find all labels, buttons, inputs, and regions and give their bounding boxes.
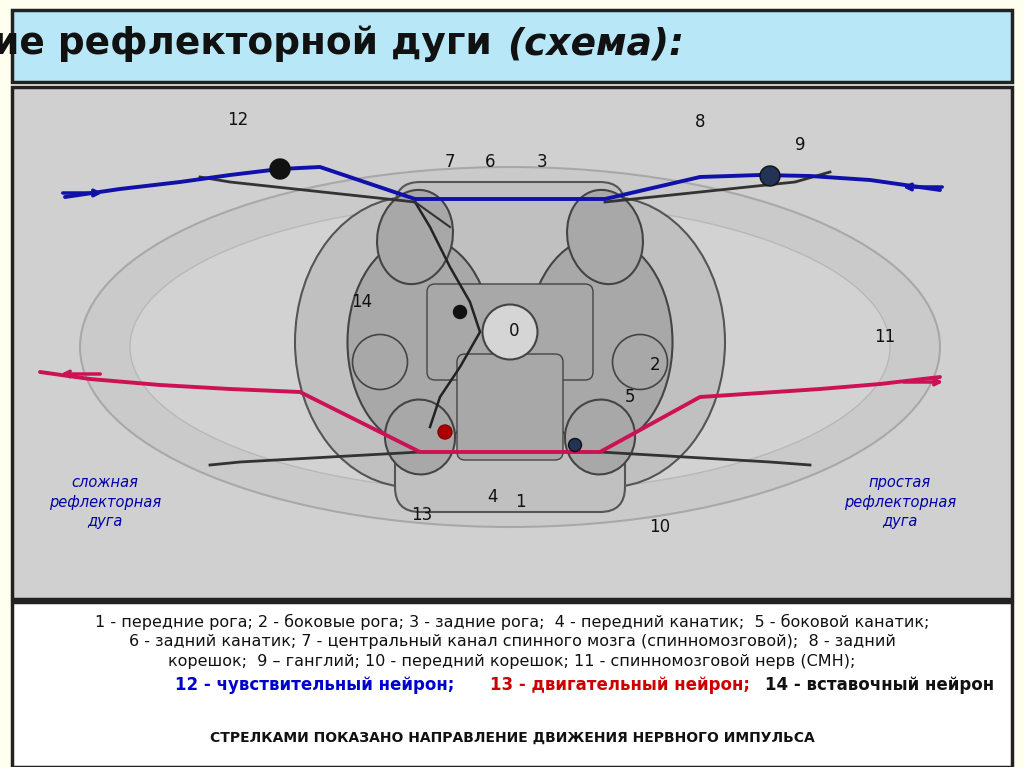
Text: (схема):: (схема): bbox=[507, 26, 684, 62]
Ellipse shape bbox=[454, 305, 467, 318]
Ellipse shape bbox=[567, 190, 643, 284]
Text: 13: 13 bbox=[412, 506, 432, 524]
Ellipse shape bbox=[438, 425, 452, 439]
Text: 0: 0 bbox=[509, 322, 519, 340]
Text: 4: 4 bbox=[486, 488, 498, 506]
Text: 3: 3 bbox=[537, 153, 547, 171]
Ellipse shape bbox=[385, 400, 455, 475]
Text: 1: 1 bbox=[515, 493, 525, 511]
Text: 6: 6 bbox=[484, 153, 496, 171]
Text: 11: 11 bbox=[874, 328, 896, 346]
Ellipse shape bbox=[760, 166, 780, 186]
Ellipse shape bbox=[377, 190, 453, 284]
Text: 7: 7 bbox=[444, 153, 456, 171]
Text: 12: 12 bbox=[227, 111, 249, 129]
FancyBboxPatch shape bbox=[12, 10, 1012, 82]
Ellipse shape bbox=[612, 334, 668, 390]
Text: простая
рефлекторная
дуга: простая рефлекторная дуга bbox=[844, 475, 956, 529]
Text: 9: 9 bbox=[795, 136, 805, 154]
Ellipse shape bbox=[80, 167, 940, 527]
Ellipse shape bbox=[568, 439, 582, 452]
FancyBboxPatch shape bbox=[12, 602, 1012, 767]
FancyBboxPatch shape bbox=[457, 354, 563, 460]
Text: 6 - задний канатик; 7 - центральный канал спинного мозга (спинномозговой);  8 - : 6 - задний канатик; 7 - центральный кана… bbox=[129, 634, 895, 649]
Ellipse shape bbox=[527, 237, 673, 447]
Text: сложная
рефлекторная
дуга: сложная рефлекторная дуга bbox=[49, 475, 161, 529]
Text: 12 - чувствительный нейрон;: 12 - чувствительный нейрон; bbox=[175, 676, 460, 694]
Ellipse shape bbox=[295, 197, 525, 487]
Ellipse shape bbox=[347, 237, 493, 447]
Text: 13 - двигательный нейрон;: 13 - двигательный нейрон; bbox=[490, 676, 756, 694]
Text: СТРЕЛКАМИ ПОКАЗАНО НАПРАВЛЕНИЕ ДВИЖЕНИЯ НЕРВНОГО ИМПУЛЬСА: СТРЕЛКАМИ ПОКАЗАНО НАПРАВЛЕНИЕ ДВИЖЕНИЯ … bbox=[210, 731, 814, 745]
Ellipse shape bbox=[482, 304, 538, 360]
Text: корешок;  9 – ганглий; 10 - передний корешок; 11 - спинномозговой нерв (СМН);: корешок; 9 – ганглий; 10 - передний коре… bbox=[168, 654, 856, 669]
Text: 5: 5 bbox=[625, 388, 635, 406]
FancyBboxPatch shape bbox=[12, 87, 1012, 599]
Ellipse shape bbox=[270, 159, 290, 179]
Text: Строение рефлекторной дуги: Строение рефлекторной дуги bbox=[0, 26, 505, 62]
Text: 14: 14 bbox=[351, 293, 373, 311]
Text: 8: 8 bbox=[694, 113, 706, 131]
FancyBboxPatch shape bbox=[427, 284, 593, 380]
FancyBboxPatch shape bbox=[395, 182, 625, 512]
Ellipse shape bbox=[495, 197, 725, 487]
Text: 10: 10 bbox=[649, 518, 671, 536]
Text: 14 - вставочный нейрон: 14 - вставочный нейрон bbox=[765, 676, 994, 694]
Text: 2: 2 bbox=[649, 356, 660, 374]
Ellipse shape bbox=[130, 202, 890, 492]
Ellipse shape bbox=[565, 400, 635, 475]
Ellipse shape bbox=[352, 334, 408, 390]
Text: 1 - передние рога; 2 - боковые рога; 3 - задние рога;  4 - передний канатик;  5 : 1 - передние рога; 2 - боковые рога; 3 -… bbox=[95, 614, 929, 630]
